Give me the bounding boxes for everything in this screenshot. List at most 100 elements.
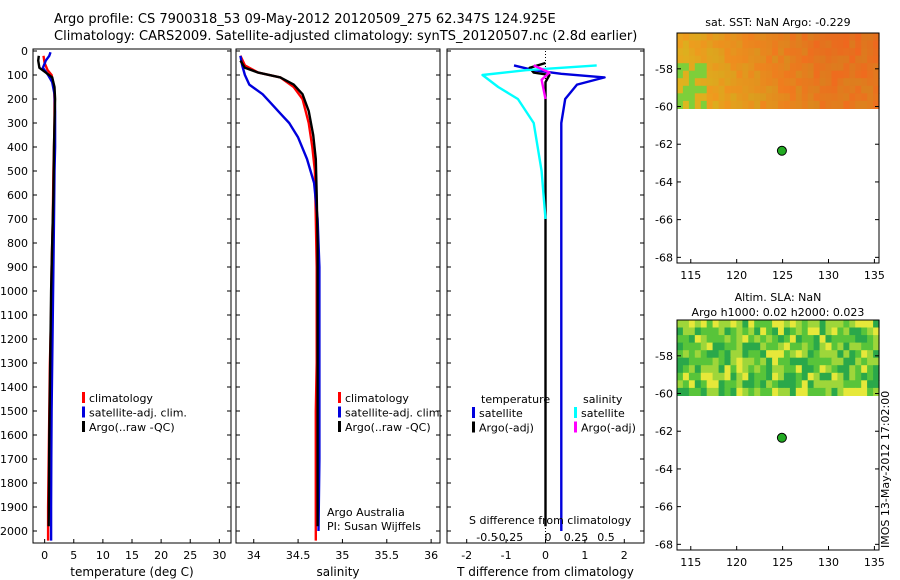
x-axis-label: temperature (deg C) xyxy=(70,565,193,579)
heatmap-cell xyxy=(783,78,791,87)
heatmap-cell xyxy=(867,335,874,344)
heatmap-cell xyxy=(837,85,844,94)
heatmap-cell xyxy=(688,33,696,42)
heatmap-cell xyxy=(819,320,827,329)
heatmap-cell xyxy=(724,320,731,329)
heatmap-cell xyxy=(855,33,862,42)
heatmap-cell xyxy=(748,357,755,366)
heatmap-cell xyxy=(712,365,720,374)
heatmap-cell xyxy=(700,327,708,336)
legend-label: satellite-adj. clim. xyxy=(89,407,187,420)
heatmap-cell xyxy=(688,350,696,359)
heatmap-cell xyxy=(677,335,684,344)
heatmap-cell xyxy=(825,327,832,336)
heatmap-cell xyxy=(873,48,880,57)
x-tick-label: 20 xyxy=(154,549,168,562)
heatmap-cell xyxy=(843,327,850,336)
heatmap-cell xyxy=(789,387,797,396)
depth-tick-label: 200 xyxy=(7,93,28,106)
heatmap-cell xyxy=(754,63,761,72)
legend-swatch xyxy=(574,421,577,433)
heatmap-cell xyxy=(682,55,690,64)
heatmap-cell xyxy=(801,70,809,79)
heatmap-cell xyxy=(742,320,749,329)
x-tick-label: -2 xyxy=(461,549,472,562)
heatmap-cell xyxy=(861,93,868,102)
heatmap-cell xyxy=(677,85,684,94)
heatmap-cell xyxy=(748,387,755,396)
heatmap-cell xyxy=(873,380,880,389)
heatmap-cell xyxy=(742,387,749,396)
heatmap-cell xyxy=(724,55,731,64)
heatmap-cell xyxy=(766,93,773,102)
lon-tick-label: 130 xyxy=(818,269,839,282)
heatmap-cell xyxy=(807,85,815,94)
heatmap-cell xyxy=(789,365,797,374)
difference-profile: -2 -1 0 1 2 T difference from climatology temp… xyxy=(446,48,645,579)
heatmap-cell xyxy=(754,78,761,87)
heatmap-cell xyxy=(837,335,844,344)
heatmap-cell xyxy=(861,357,868,366)
heatmap-cell xyxy=(736,55,743,64)
heatmap-cell xyxy=(700,320,708,329)
heatmap-cell xyxy=(801,335,809,344)
heatmap-cell xyxy=(855,93,862,102)
heatmap-cell xyxy=(819,365,827,374)
heatmap-cell xyxy=(861,70,868,79)
heatmap-cell xyxy=(861,55,868,64)
heatmap-cell xyxy=(867,55,874,64)
heatmap-cell xyxy=(807,320,815,329)
heatmap-cell xyxy=(873,40,880,49)
heatmap-cell xyxy=(831,93,838,102)
lon-tick-label: 120 xyxy=(726,556,747,569)
heatmap-cell xyxy=(819,335,827,344)
heatmap-cell xyxy=(825,48,832,57)
heatmap-cell xyxy=(736,327,743,336)
heatmap-cell xyxy=(789,70,797,79)
heatmap-cell xyxy=(867,63,874,72)
heatmap-cell xyxy=(778,320,785,329)
heatmap-cell xyxy=(736,342,743,351)
lat-tick-label: -58 xyxy=(655,63,673,76)
heatmap-cell xyxy=(682,372,690,381)
heatmap-cell xyxy=(867,372,874,381)
heatmap-cell xyxy=(688,85,696,94)
heatmap-cell xyxy=(700,350,708,359)
sla-map: -58 -60 -62 -64 -66 -68 115 120 125 130 135 xyxy=(655,319,885,569)
heatmap-cell xyxy=(718,70,726,79)
heatmap-cell xyxy=(694,78,702,87)
heatmap-cell xyxy=(688,78,696,87)
heatmap-cell xyxy=(819,357,827,366)
heatmap-cell xyxy=(730,100,737,109)
heatmap-cell xyxy=(861,387,868,396)
heatmap-cell xyxy=(855,372,862,381)
heatmap-cell xyxy=(831,63,838,72)
heatmap-cell xyxy=(718,357,726,366)
heatmap-cell xyxy=(837,78,844,87)
heatmap-cell xyxy=(677,70,684,79)
heatmap-cell xyxy=(789,85,797,94)
x-tick-label: 0 xyxy=(41,549,48,562)
heatmap-cell xyxy=(783,365,791,374)
heatmap-cell xyxy=(873,320,880,329)
heatmap-cell xyxy=(724,327,731,336)
legend-swatch xyxy=(338,392,341,403)
heatmap-cell xyxy=(789,33,797,42)
heatmap-cell xyxy=(682,365,690,374)
annotation-text: Argo Australia xyxy=(327,506,405,519)
heatmap-cell xyxy=(724,380,731,389)
heatmap-cell xyxy=(754,357,761,366)
heatmap-cell xyxy=(748,372,755,381)
heatmap-cell xyxy=(795,78,803,87)
heatmap-cell xyxy=(742,85,749,94)
x-tick-label: 30 xyxy=(212,549,226,562)
heatmap-cell xyxy=(736,372,743,381)
heatmap-cell xyxy=(754,387,761,396)
heatmap-cell xyxy=(855,55,862,64)
heatmap-cell xyxy=(712,70,720,79)
heatmap-cell xyxy=(825,365,832,374)
heatmap-cell xyxy=(783,63,791,72)
salinity-profile: 34 34.5 35 35.5 36 salinity climatology satelli… xyxy=(235,48,443,579)
heatmap-cell xyxy=(760,100,767,109)
heatmap-cell xyxy=(837,100,844,109)
